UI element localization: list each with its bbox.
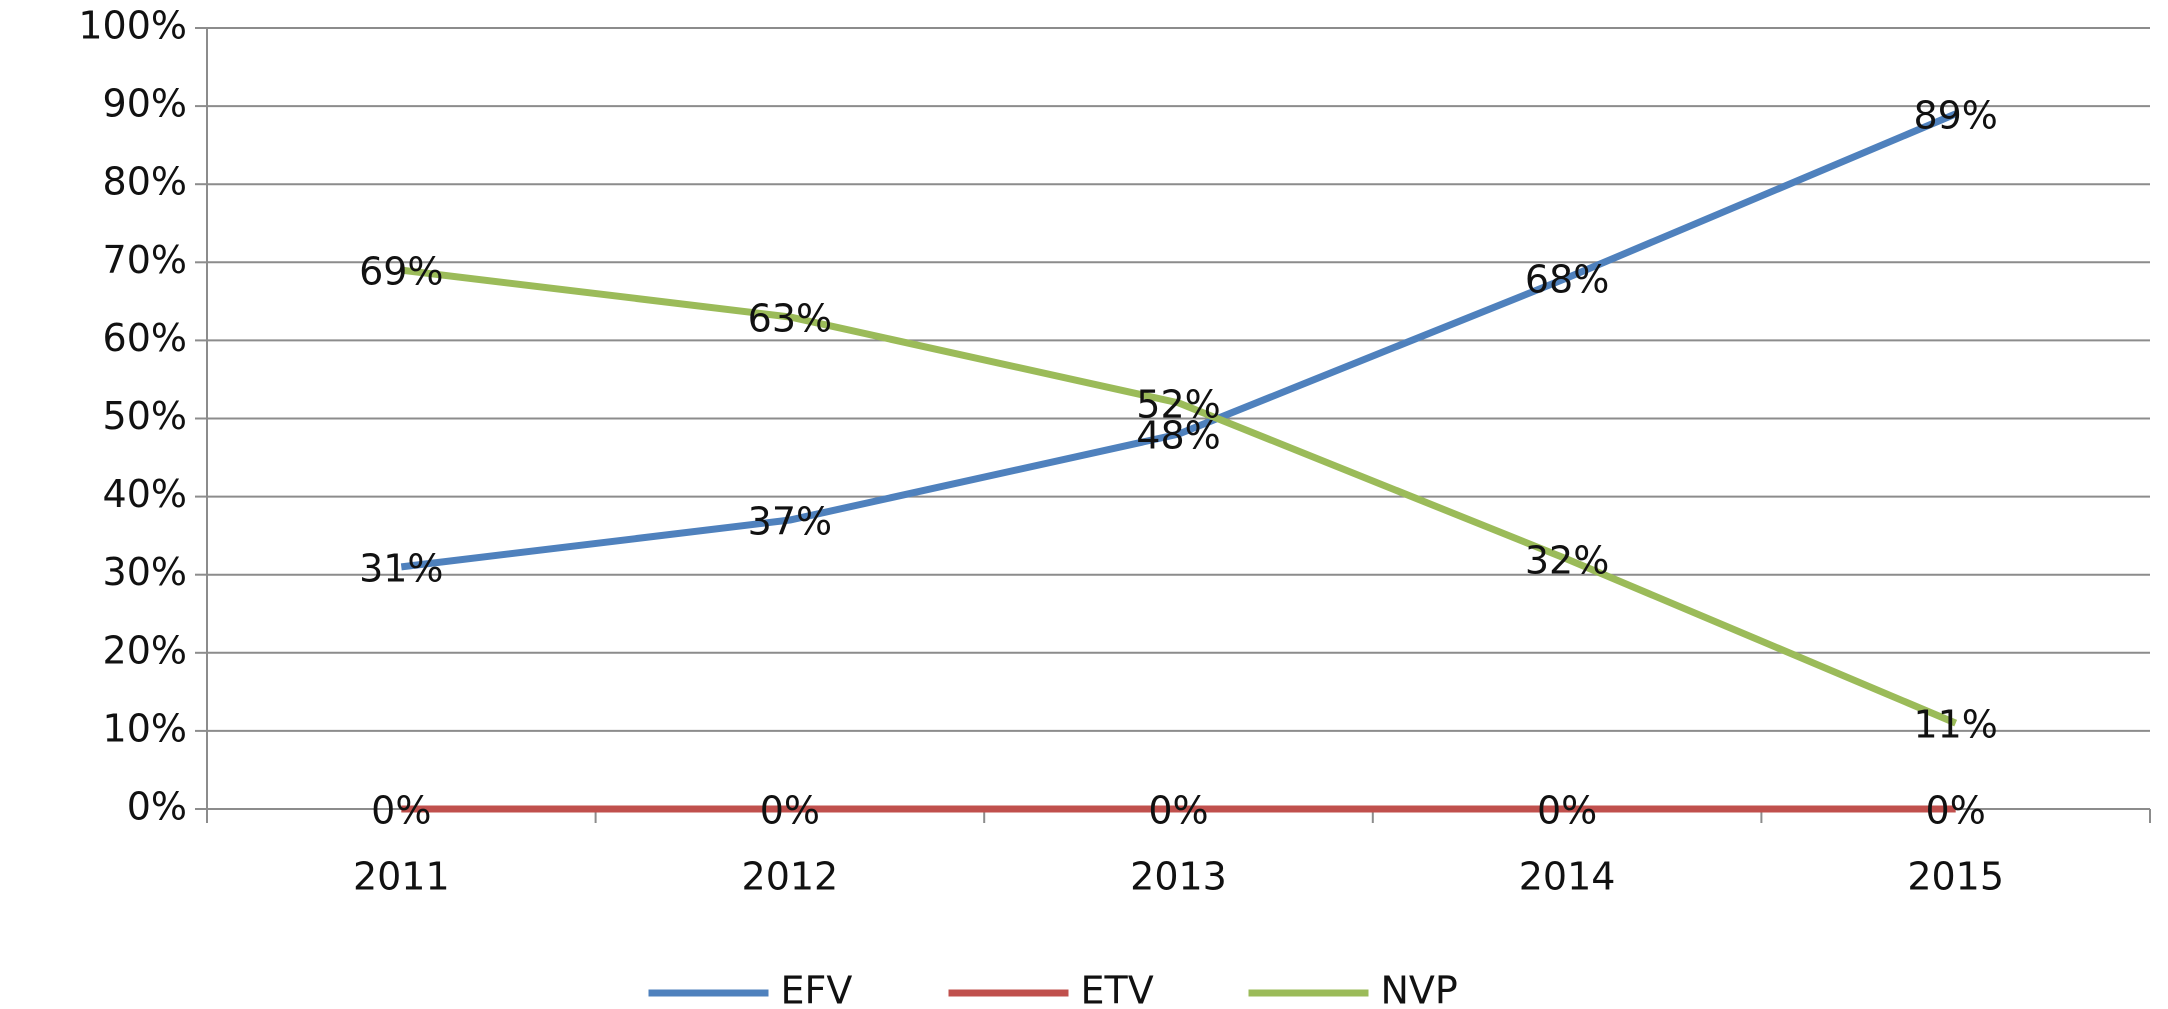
data-label: 63% xyxy=(748,296,832,340)
legend-label: NVP xyxy=(1381,969,1458,1009)
data-label: 48% xyxy=(1136,414,1220,458)
data-label: 11% xyxy=(1913,703,1997,747)
y-tick-label: 80% xyxy=(103,160,187,204)
y-tick-label: 50% xyxy=(103,394,187,438)
legend-label: ETV xyxy=(1081,969,1154,1009)
series-line xyxy=(400,266,1958,727)
x-tick-label: 2011 xyxy=(353,855,450,899)
data-label: 37% xyxy=(748,500,832,544)
data-label: 0% xyxy=(1926,789,1986,833)
data-label: 32% xyxy=(1525,539,1609,583)
data-label: 0% xyxy=(760,789,820,833)
y-tick-label: 30% xyxy=(103,550,187,594)
y-tick-label: 70% xyxy=(103,238,187,282)
y-tick-label: 0% xyxy=(127,785,187,829)
data-label: 0% xyxy=(1537,789,1597,833)
y-tick-label: 60% xyxy=(103,316,187,360)
data-label: 89% xyxy=(1913,93,1997,137)
y-tick-label: 40% xyxy=(103,472,187,516)
legend-label: EFV xyxy=(781,969,853,1009)
x-tick-label: 2014 xyxy=(1519,855,1616,899)
x-tick-label: 2015 xyxy=(1907,855,2004,899)
y-tick-label: 20% xyxy=(103,628,187,672)
data-label: 52% xyxy=(1136,382,1220,426)
data-label: 69% xyxy=(359,250,443,294)
x-tick-label: 2012 xyxy=(742,855,839,899)
data-label: 0% xyxy=(1148,789,1208,833)
x-tick-label: 2013 xyxy=(1130,855,1227,899)
data-label: 68% xyxy=(1525,257,1609,301)
y-tick-label: 10% xyxy=(103,706,187,750)
y-tick-label: 90% xyxy=(103,82,187,126)
data-label: 0% xyxy=(371,789,431,833)
series-line xyxy=(400,110,1958,571)
y-tick-label: 100% xyxy=(78,4,187,48)
data-label: 31% xyxy=(359,546,443,590)
